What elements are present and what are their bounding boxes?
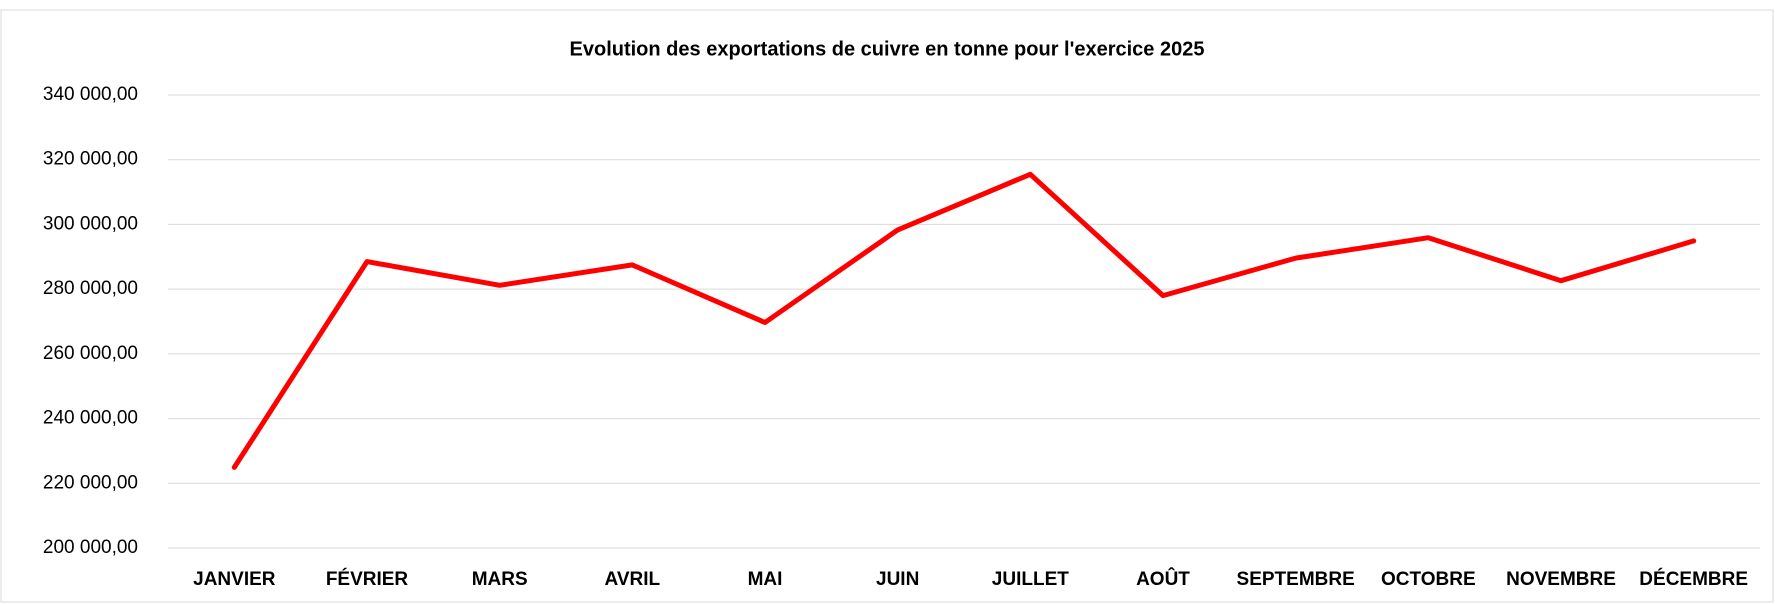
x-tick-label: OCTOBRE [1381,569,1476,590]
x-tick-label: AVRIL [605,569,661,590]
y-tick-label: 340 000,00 [43,84,138,105]
y-tick-label: 280 000,00 [43,278,138,299]
x-tick-label: SEPTEMBRE [1237,569,1355,590]
x-tick-label: JUIN [876,569,919,590]
y-tick-label: 240 000,00 [43,408,138,429]
chart-border [0,9,1774,603]
y-tick-label: 320 000,00 [43,149,138,170]
x-tick-label: DÉCEMBRE [1639,568,1748,590]
x-tick-label: MARS [472,569,528,590]
y-tick-label: 200 000,00 [43,537,138,558]
y-tick-label: 220 000,00 [43,472,138,493]
data-line [231,171,1697,470]
chart-title: Evolution des exportations de cuivre en … [570,38,1205,60]
x-tick-label: AOÛT [1136,568,1190,590]
y-tick-label: 300 000,00 [43,213,138,234]
x-tick-label: NOVEMBRE [1506,569,1616,590]
x-tick-label: MAI [748,569,783,590]
x-tick-label: JUILLET [992,569,1069,590]
y-tick-label: 260 000,00 [43,343,138,364]
x-tick-label: FÉVRIER [326,568,409,590]
x-tick-label: JANVIER [193,569,276,590]
